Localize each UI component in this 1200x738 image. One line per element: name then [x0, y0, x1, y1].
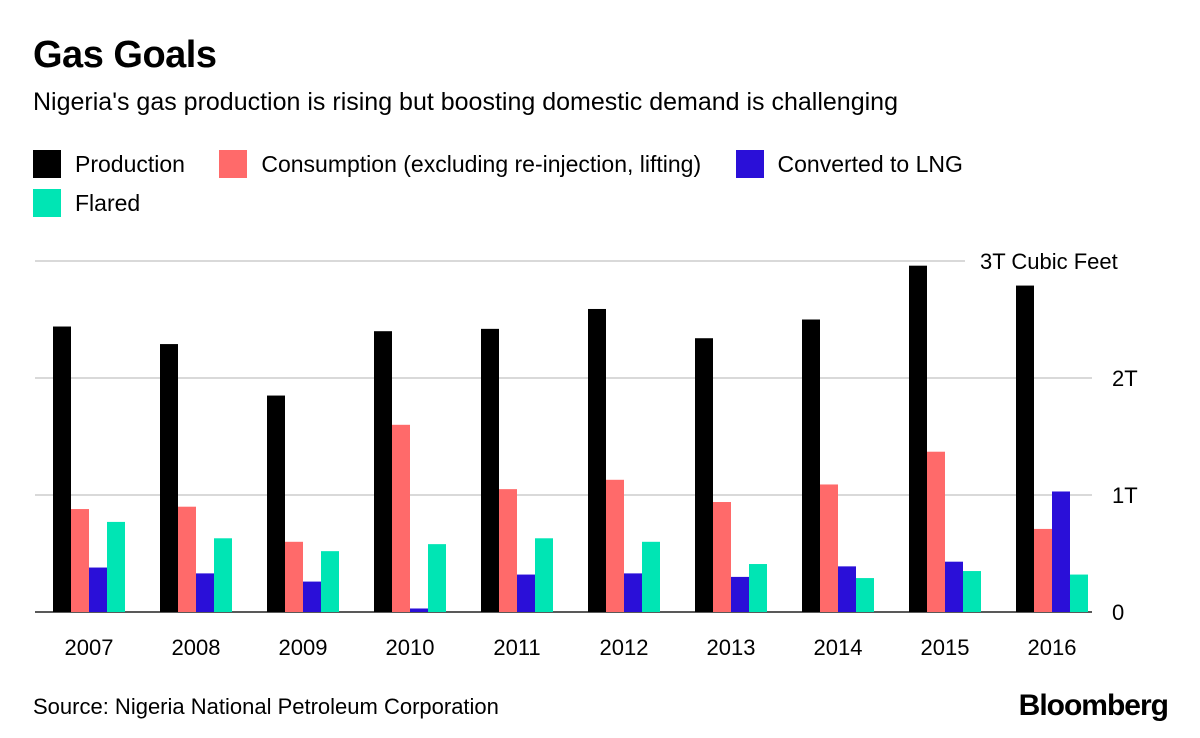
bar-production-2013: [695, 338, 713, 612]
bar-consumption-2014: [820, 484, 838, 612]
bar-consumption-2010: [392, 424, 410, 612]
legend-item-consumption: Consumption (excluding re-injection, lif…: [219, 145, 701, 183]
x-tick-label: 2014: [814, 635, 863, 660]
bar-converted-2009: [303, 581, 321, 612]
bar-production-2016: [1016, 285, 1034, 612]
bar-flared-2011: [535, 538, 553, 612]
bar-consumption-2008: [178, 506, 196, 612]
legend-label: Converted to LNG: [777, 150, 963, 177]
y-tick-label: 0: [1112, 600, 1124, 625]
bar-consumption-2009: [285, 541, 303, 612]
legend-label: Flared: [75, 189, 141, 216]
x-tick-label: 2016: [1028, 635, 1077, 660]
chart-subtitle: Nigeria's gas production is rising but b…: [33, 88, 898, 116]
x-tick-label: 2015: [921, 635, 970, 660]
legend-label: Consumption (excluding re-injection, lif…: [261, 150, 702, 177]
x-tick-label: 2013: [707, 635, 756, 660]
bloomberg-logo: Bloomberg: [1018, 689, 1169, 722]
x-tick-label: 2007: [65, 635, 114, 660]
bar-flared-2014: [856, 578, 874, 612]
legend-swatch: [219, 150, 248, 178]
bar-production-2010: [374, 331, 392, 612]
bar-production-2007: [53, 326, 71, 612]
bar-production-2011: [481, 328, 499, 612]
bar-production-2014: [802, 319, 820, 612]
legend-label: Production: [75, 150, 185, 177]
bar-consumption-2012: [606, 479, 624, 612]
bar-flared-2016: [1070, 574, 1088, 612]
bar-flared-2009: [321, 551, 339, 612]
bar-production-2009: [267, 395, 285, 612]
legend-swatch: [735, 150, 764, 178]
bar-converted-2011: [517, 574, 535, 612]
bar-converted-2015: [945, 561, 963, 612]
bar-consumption-2007: [71, 509, 89, 612]
bar-converted-2016: [1052, 491, 1070, 612]
bar-converted-2013: [731, 576, 749, 612]
source-note: Source: Nigeria National Petroleum Corpo…: [33, 694, 499, 719]
legend-swatch: [33, 150, 61, 178]
legend-item-production: Production: [33, 145, 185, 183]
y-tick-label: 2T: [1112, 366, 1138, 391]
bar-converted-2014: [838, 566, 856, 612]
bar-consumption-2013: [713, 502, 731, 612]
bar-production-2015: [909, 265, 927, 612]
bar-consumption-2015: [927, 451, 945, 612]
y-tick-label: 1T: [1112, 483, 1138, 508]
bar-production-2012: [588, 308, 606, 612]
bar-converted-2010: [410, 608, 428, 612]
x-tick-label: 2011: [493, 635, 540, 660]
legend: Production Consumption (excluding re-inj…: [33, 145, 1153, 223]
x-tick-label: 2010: [386, 635, 435, 660]
y-tick-label: 3T Cubic Feet: [980, 249, 1118, 274]
bar-converted-2012: [624, 573, 642, 612]
x-tick-label: 2012: [600, 635, 649, 660]
bar-flared-2012: [642, 541, 660, 612]
x-tick-label: 2008: [172, 635, 221, 660]
bar-production-2008: [160, 344, 178, 612]
bar-converted-2007: [89, 567, 107, 612]
legend-item-lng: Converted to LNG: [735, 145, 963, 183]
x-tick-label: 2009: [279, 635, 328, 660]
bar-flared-2008: [214, 538, 232, 612]
bar-flared-2015: [963, 571, 981, 612]
legend-item-flared: Flared: [33, 184, 140, 222]
legend-swatch: [33, 189, 61, 217]
bar-consumption-2011: [499, 489, 517, 612]
bar-consumption-2016: [1034, 528, 1052, 612]
chart-title: Gas Goals: [33, 34, 217, 76]
bar-flared-2010: [428, 544, 446, 612]
bar-flared-2013: [749, 564, 767, 612]
bar-converted-2008: [196, 573, 214, 612]
bar-flared-2007: [107, 521, 125, 612]
